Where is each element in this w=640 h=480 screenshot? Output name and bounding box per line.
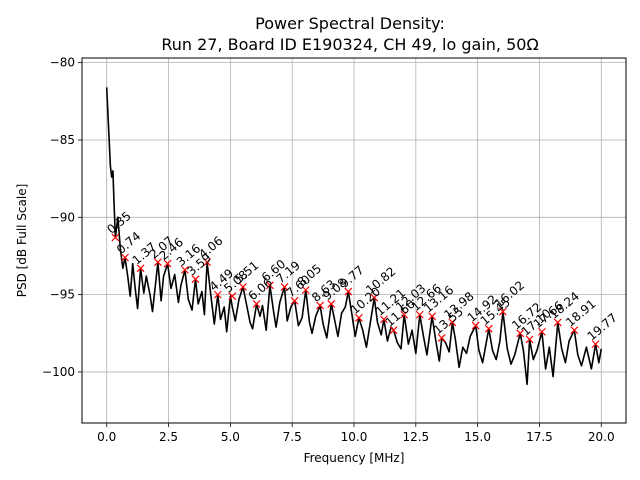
peak-marker (355, 313, 363, 322)
x-tick-label: 7.5 (283, 430, 302, 444)
peak-marker (290, 296, 299, 305)
y-tick-label: −85 (50, 133, 75, 147)
x-tick-label: 0.0 (97, 430, 116, 444)
peak-marker (428, 312, 437, 321)
peak-marker (280, 282, 289, 291)
peak-marker (327, 299, 336, 308)
y-axis-ticks: −80 −85 −90 −95 −100 (42, 56, 82, 379)
y-axis-label: PSD [dB Full Scale] (15, 184, 29, 298)
peak-marker (111, 233, 120, 242)
x-tick-label: 10.0 (341, 430, 368, 444)
peak-marker (415, 310, 424, 319)
y-tick-label: −100 (42, 365, 75, 379)
chart-title-line1: Power Spectral Density: (255, 14, 445, 33)
peak-marker (553, 318, 562, 327)
peak-marker (228, 292, 237, 301)
peak-marker (570, 326, 579, 335)
peak-marker (301, 286, 310, 294)
peak-marker (266, 281, 274, 290)
y-tick-label: −90 (50, 210, 75, 224)
peak-marker (498, 307, 507, 316)
peak-marker (344, 287, 353, 296)
x-axis-label: Frequency [MHz] (304, 451, 405, 465)
peak-marker (163, 259, 172, 268)
y-tick-label: −80 (50, 56, 75, 70)
x-tick-label: 17.5 (526, 430, 553, 444)
grid-lines (82, 58, 626, 423)
x-tick-label: 12.5 (402, 430, 429, 444)
peak-marker (316, 301, 325, 310)
peak-marker (191, 275, 200, 284)
peak-marker (516, 329, 525, 338)
peak-marker (239, 282, 247, 291)
peak-marker (180, 265, 189, 274)
peak-marker (370, 293, 379, 302)
peak-marker (379, 315, 388, 324)
peak-marker (484, 324, 493, 333)
x-tick-label: 20.0 (588, 430, 615, 444)
peak-marker (153, 258, 162, 267)
peak-marker (136, 264, 145, 273)
chart-title-line2: Run 27, Board ID E190324, CH 49, lo gain… (161, 35, 538, 54)
peak-marker (448, 318, 457, 327)
x-tick-label: 2.5 (159, 430, 178, 444)
x-axis-ticks: 0.0 2.5 5.0 7.5 10.0 12.5 15.0 17.5 20.0 (97, 423, 615, 444)
x-tick-label: 15.0 (464, 430, 491, 444)
y-tick-label: −95 (50, 288, 75, 302)
peak-marker (213, 290, 222, 299)
peak-marker (389, 326, 398, 335)
peak-marker (437, 334, 446, 342)
peak-marker (121, 253, 129, 262)
peak-marker (591, 340, 600, 349)
peak-markers (111, 233, 600, 349)
peak-marker (538, 327, 546, 336)
peak-marker (471, 321, 480, 330)
psd-line (105, 87, 603, 386)
x-tick-label: 5.0 (221, 430, 240, 444)
plot-area (105, 87, 603, 386)
peak-marker (252, 299, 261, 308)
peak-marker (400, 310, 409, 319)
peak-marker (525, 335, 534, 344)
peak-marker (203, 258, 212, 267)
